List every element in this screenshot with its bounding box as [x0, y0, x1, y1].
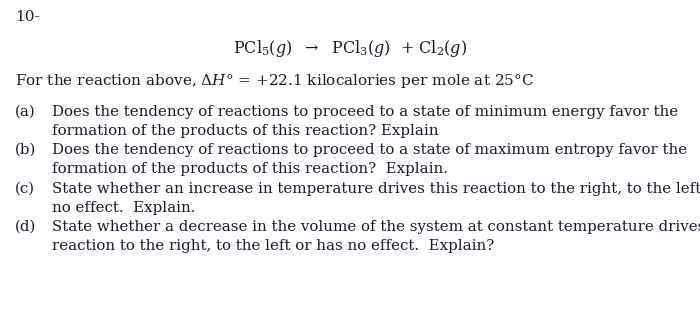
Text: (b): (b) [15, 143, 36, 157]
Text: formation of the products of this reaction?  Explain.: formation of the products of this reacti… [52, 162, 448, 176]
Text: no effect.  Explain.: no effect. Explain. [52, 201, 195, 215]
Text: PCl$_5$($g$)  $\rightarrow$  PCl$_3$($g$)  + Cl$_2$($g$): PCl$_5$($g$) $\rightarrow$ PCl$_3$($g$) … [233, 38, 467, 59]
Text: For the reaction above, $\Delta H$° = +22.1 kilocalories per mole at 25°C: For the reaction above, $\Delta H$° = +2… [15, 72, 534, 90]
Text: Does the tendency of reactions to proceed to a state of minimum energy favor the: Does the tendency of reactions to procee… [52, 105, 678, 119]
Text: State whether an increase in temperature drives this reaction to the right, to t: State whether an increase in temperature… [52, 182, 700, 196]
Text: Does the tendency of reactions to proceed to a state of maximum entropy favor th: Does the tendency of reactions to procee… [52, 143, 687, 157]
Text: (c): (c) [15, 182, 35, 196]
Text: State whether a decrease in the volume of the system at constant temperature dri: State whether a decrease in the volume o… [52, 220, 700, 234]
Text: formation of the products of this reaction? Explain: formation of the products of this reacti… [52, 124, 438, 138]
Text: (a): (a) [15, 105, 36, 119]
Text: 10-: 10- [15, 10, 40, 24]
Text: reaction to the right, to the left or has no effect.  Explain?: reaction to the right, to the left or ha… [52, 239, 494, 253]
Text: (d): (d) [15, 220, 36, 234]
